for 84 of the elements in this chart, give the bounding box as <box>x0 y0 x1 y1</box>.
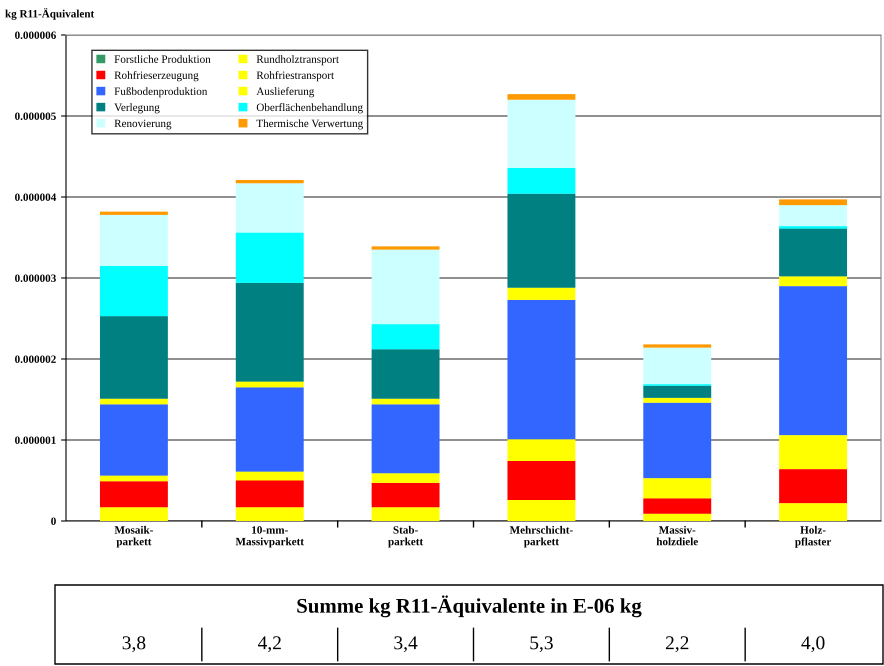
bar <box>779 276 848 286</box>
bar <box>372 404 440 474</box>
bar <box>100 476 168 482</box>
bar <box>100 481 168 508</box>
text: 2,2 <box>666 636 688 652</box>
bar <box>236 180 304 184</box>
legend-label: Rohfriestransport <box>256 71 334 82</box>
x-tick-label: Holz- pflaster <box>795 526 832 548</box>
bar <box>507 300 576 440</box>
text: Summe kg R11-Äquivalente in E-06 kg <box>297 595 642 618</box>
bar <box>779 503 848 521</box>
bar <box>100 398 168 404</box>
text: 4,2 <box>258 636 281 652</box>
bar <box>100 212 168 215</box>
bar <box>372 324 440 350</box>
legend-label: Rohfrieserzeugung <box>114 71 198 82</box>
y-tick-label: 0.000003 <box>15 274 56 282</box>
bar <box>236 183 304 233</box>
bar <box>643 498 712 514</box>
bar <box>507 500 576 521</box>
bar <box>779 469 848 504</box>
bar <box>372 246 440 250</box>
bar <box>236 480 304 508</box>
bar <box>100 507 168 521</box>
legend-label: Rundholztransport <box>256 55 339 66</box>
x-tick-label: Stab- parkett <box>388 526 424 548</box>
text: 3,4 <box>394 636 418 652</box>
bar <box>236 232 304 283</box>
bar <box>100 266 168 316</box>
y-tick-label: 0.000002 <box>15 355 56 364</box>
bar <box>100 404 168 476</box>
bar <box>100 214 168 266</box>
legend-label: Forstliche Produktion <box>114 55 211 63</box>
bar <box>507 439 576 462</box>
bar <box>507 94 576 100</box>
x-tick-label: Massiv- holzdiele <box>656 526 698 546</box>
bar <box>779 228 848 276</box>
text: 4,0 <box>801 636 824 652</box>
text: 3,8 <box>122 636 146 652</box>
bar <box>507 168 576 194</box>
bar <box>507 100 576 168</box>
legend-label: Auslieferung <box>256 87 314 98</box>
bar <box>643 344 712 348</box>
bar <box>100 316 168 399</box>
x-tick-label: Mosaik- parkett <box>114 526 153 548</box>
x-tick-label: Mehrschicht- parkett <box>510 526 573 548</box>
bar <box>372 349 440 399</box>
x-tick-label: 10-mm- Massivparkett <box>236 526 304 548</box>
bar <box>643 398 712 403</box>
legend-label: Fußbodenproduktion <box>114 87 208 98</box>
y-tick-label: 0 <box>51 517 56 525</box>
bar <box>779 226 848 229</box>
bar <box>643 514 712 521</box>
legend-label: Verlegung <box>114 103 160 114</box>
bar <box>643 478 712 498</box>
bar <box>372 250 440 324</box>
bar <box>236 382 304 388</box>
bar <box>643 386 712 398</box>
legend-label: Thermische Verwertung <box>256 119 363 130</box>
bar <box>236 507 304 521</box>
bar <box>372 507 440 521</box>
y-tick-label: 0.000004 <box>15 193 56 202</box>
bar <box>507 288 576 300</box>
bar <box>236 387 304 472</box>
text: 5,3 <box>530 636 553 652</box>
bar <box>236 472 304 480</box>
bar <box>372 473 440 483</box>
bar <box>643 348 712 384</box>
bar <box>779 435 848 470</box>
bar <box>643 402 712 478</box>
bar <box>779 199 848 206</box>
legend-label: Renovierung <box>114 120 172 130</box>
bar <box>507 461 576 500</box>
bar <box>372 482 440 508</box>
bar <box>372 398 440 404</box>
bar <box>236 282 304 382</box>
y-tick-label: 0.000005 <box>15 112 56 120</box>
y-axis-title: kg R11-Äquivalent <box>5 8 94 20</box>
bar <box>779 205 848 226</box>
bar <box>779 286 848 436</box>
bar <box>507 194 576 288</box>
legend-label: Oberflächenbehandlung <box>256 103 363 114</box>
y-tick-label: 0.000001 <box>15 436 56 444</box>
y-tick-label: 0.000006 <box>15 31 56 40</box>
